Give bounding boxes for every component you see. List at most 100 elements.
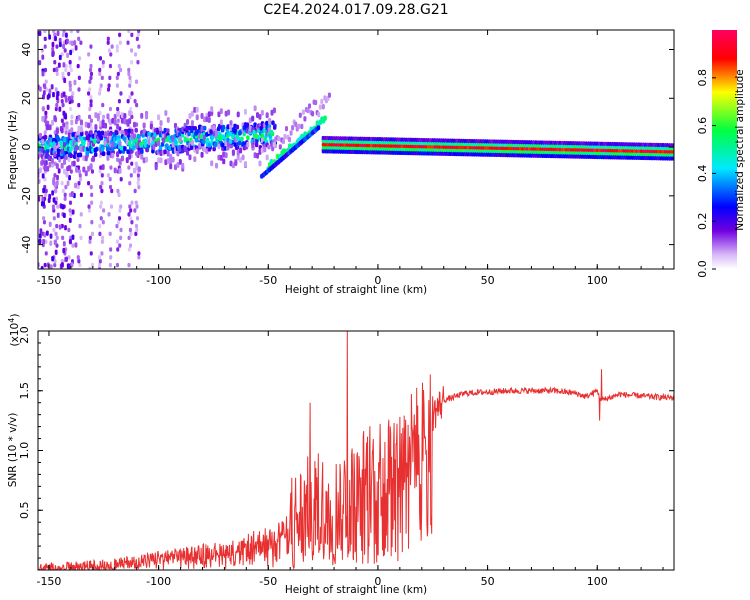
tone-cell	[551, 144, 555, 149]
noise-cell	[116, 247, 120, 252]
tone-cell	[499, 151, 503, 158]
tone-cell	[639, 152, 643, 157]
band-cell	[168, 145, 172, 151]
tone-cell	[584, 151, 588, 155]
tone-cell	[545, 152, 549, 159]
tone-cell	[663, 146, 667, 151]
tone-cell	[337, 136, 340, 142]
band-cell	[93, 139, 97, 144]
tone-cell	[576, 141, 579, 147]
noise-cell	[90, 231, 95, 237]
noise-cell	[108, 75, 112, 80]
band-cell	[140, 149, 144, 155]
tone-cell	[497, 151, 500, 158]
tone-cell	[617, 149, 621, 153]
noise-cell	[88, 106, 92, 112]
snr-y-axis: 0.5 1.0 1.5 2.0	[18, 326, 674, 559]
tone-cell	[624, 154, 628, 160]
tone-cell	[365, 146, 369, 151]
tone-cell	[538, 152, 542, 158]
tone-cell	[431, 138, 435, 144]
band-cell	[237, 136, 241, 142]
halo-cell	[272, 107, 276, 114]
tone-cell	[446, 145, 450, 149]
tone-cell	[367, 136, 371, 143]
noise-cell	[44, 251, 48, 256]
noise-cell	[67, 71, 71, 77]
tone-cell	[479, 151, 483, 157]
tone-cell	[409, 144, 413, 149]
tone-cell	[591, 141, 595, 147]
noise-cell	[78, 173, 82, 178]
noise-cell	[109, 52, 113, 57]
halo-cell	[164, 159, 168, 166]
halo-cell	[227, 109, 231, 116]
noise-cell	[52, 216, 56, 221]
halo-cell	[46, 124, 50, 131]
tone-cell	[576, 148, 579, 152]
tone-cell	[613, 148, 617, 153]
noise-cell	[101, 59, 105, 65]
band-cell	[253, 122, 257, 128]
tone-cell	[536, 150, 540, 154]
tone-cell	[547, 144, 551, 149]
tone-cell	[466, 142, 470, 147]
halo-cell	[297, 123, 301, 130]
noise-cell	[127, 71, 131, 77]
band-cell	[134, 127, 138, 133]
noise-cell	[44, 239, 48, 244]
noise-cell	[51, 190, 55, 196]
tone-cell	[400, 141, 404, 146]
noise-cell	[67, 157, 71, 162]
noise-cell	[70, 95, 74, 100]
tone-cell	[611, 154, 615, 160]
halo-cell	[149, 123, 153, 130]
tone-cell	[569, 153, 573, 159]
noise-cell	[97, 255, 101, 260]
tone-cell	[350, 136, 354, 142]
tone-cell	[453, 145, 457, 150]
tone-cell	[604, 153, 608, 160]
band-cell	[59, 140, 63, 146]
band-cell	[127, 128, 131, 134]
halo-cell	[43, 165, 47, 172]
noise-cell	[55, 223, 59, 229]
tone-cell	[619, 154, 623, 160]
tone-cell	[595, 148, 599, 153]
tone-cell	[560, 150, 564, 155]
tone-cell	[398, 137, 402, 143]
tone-cell	[598, 148, 601, 153]
tone-cell	[435, 147, 439, 152]
tone-cell	[356, 146, 360, 151]
band-cell	[158, 126, 163, 132]
tone-cell	[473, 151, 476, 157]
tone-cell	[556, 140, 560, 147]
halo-cell	[190, 139, 194, 146]
band-cell	[241, 141, 246, 147]
tone-cell	[508, 139, 511, 146]
noise-cell	[137, 44, 141, 49]
halo-cell	[130, 128, 134, 135]
halo-cell	[132, 167, 137, 174]
tone-cell	[655, 149, 658, 154]
noise-cell	[63, 48, 67, 53]
tone-cell	[402, 141, 406, 146]
tone-cell	[358, 146, 362, 151]
noise-cell	[128, 180, 132, 186]
tone-cell	[321, 145, 325, 150]
tone-cell	[611, 141, 615, 148]
band-cell	[218, 124, 223, 130]
halo-cell	[77, 114, 81, 121]
noise-cell	[106, 173, 110, 178]
tone-cell	[426, 145, 430, 149]
noise-cell	[77, 169, 81, 174]
band-cell	[57, 151, 61, 157]
tone-cell	[604, 141, 608, 148]
tone-cell	[593, 145, 597, 150]
tone-cell	[328, 139, 332, 144]
halo-cell	[67, 165, 71, 171]
halo-cell	[294, 121, 298, 127]
tone-cell	[505, 143, 509, 148]
tone-cell	[466, 138, 470, 145]
halo-cell	[111, 152, 115, 159]
